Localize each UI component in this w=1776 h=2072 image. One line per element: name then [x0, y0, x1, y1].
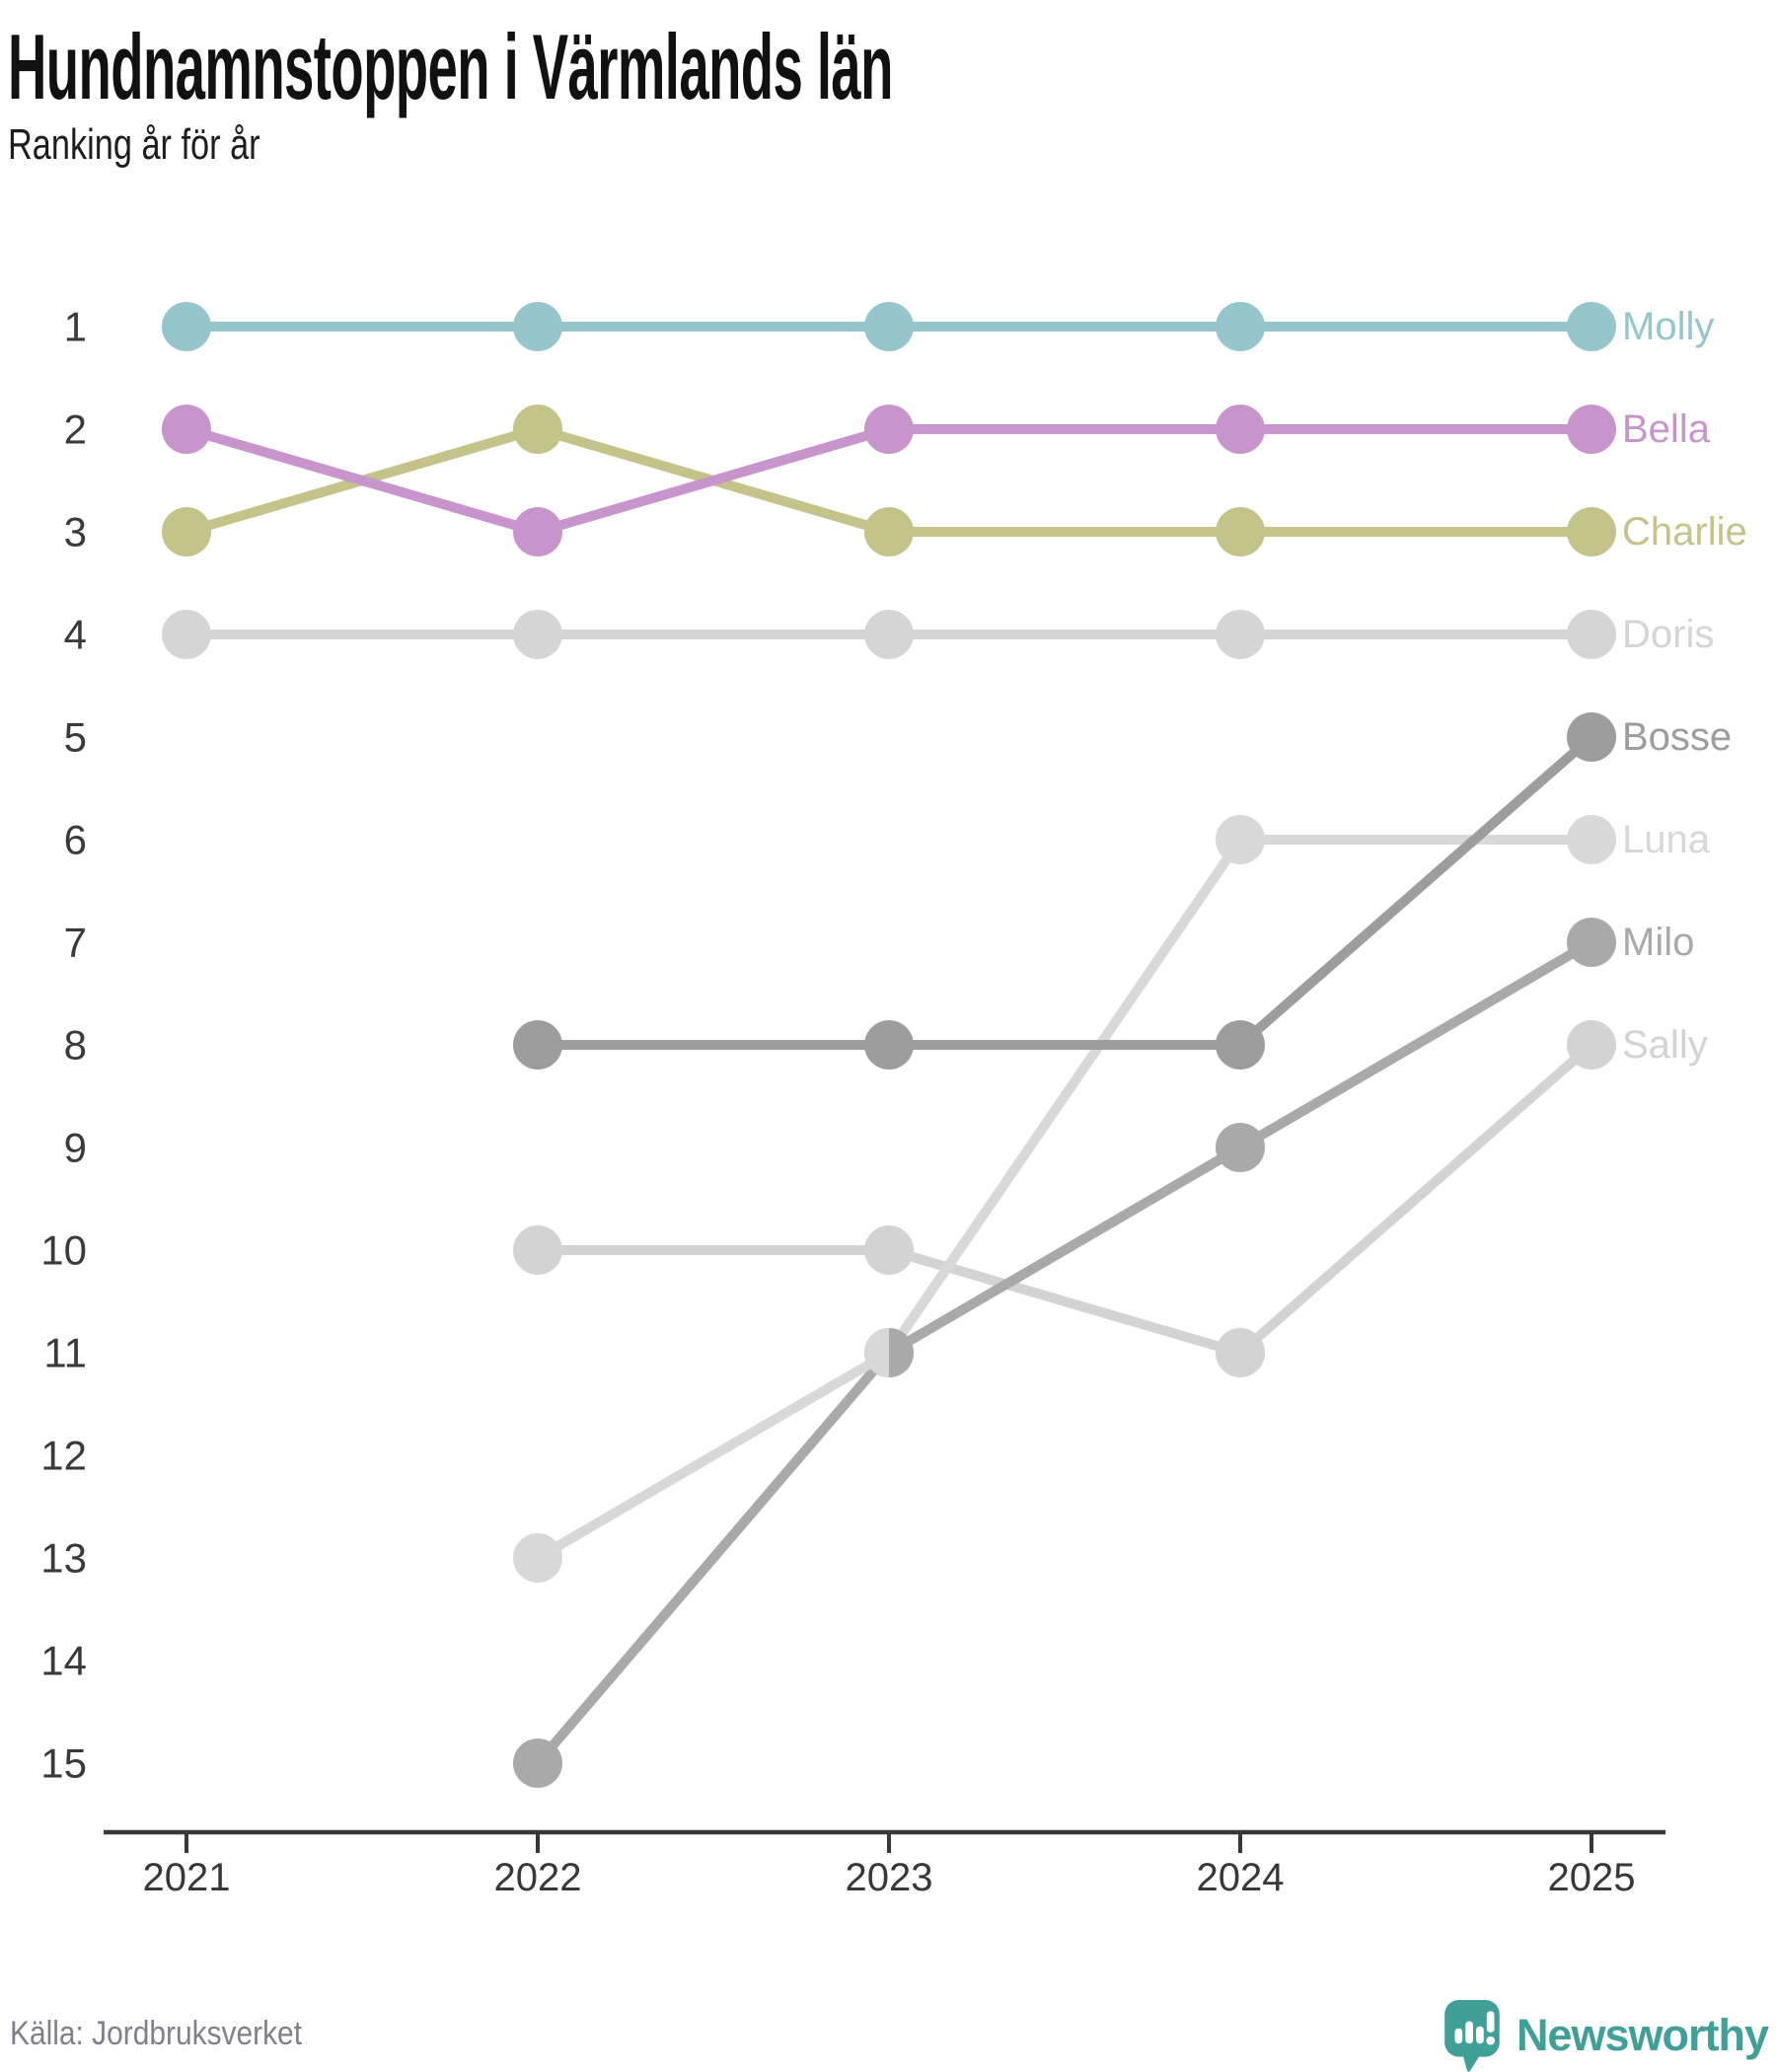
series-label-milo: Milo — [1622, 921, 1694, 964]
y-tick-label: 11 — [43, 1330, 87, 1376]
series-line-luna — [533, 835, 1596, 1563]
series-label-luna: Luna — [1622, 818, 1711, 861]
y-tick-label: 5 — [64, 714, 87, 761]
series-dot-molly — [1567, 302, 1616, 351]
series-dot-luna — [1216, 815, 1265, 864]
y-tick-label: 8 — [64, 1022, 87, 1069]
series-label-charlie: Charlie — [1622, 510, 1747, 554]
series-dot-doris — [1567, 610, 1616, 659]
series-dot-bosse — [1567, 712, 1616, 762]
series-line-sally — [533, 1040, 1596, 1359]
overlap-half-dot — [889, 1328, 914, 1377]
page-subtitle: Ranking år för år — [8, 120, 260, 169]
y-tick-label: 9 — [64, 1125, 87, 1171]
series-dot-bella — [1567, 405, 1616, 454]
series-dot-bosse — [513, 1020, 562, 1070]
series-dot-sally — [1567, 1020, 1616, 1070]
series-dot-charlie — [162, 507, 211, 556]
logo-exclamation-dot — [1486, 2035, 1495, 2045]
series-dot-bella — [162, 405, 211, 454]
y-tick-label: 14 — [40, 1638, 87, 1684]
logo-bar — [1475, 2026, 1484, 2044]
x-tick-label: 2024 — [1197, 1856, 1285, 1899]
logo-exclamation-bar — [1486, 2011, 1495, 2033]
x-tick-label: 2021 — [143, 1856, 231, 1899]
y-tick-label: 12 — [40, 1433, 87, 1479]
series-label-bosse: Bosse — [1622, 715, 1732, 759]
series-dot-sally — [513, 1225, 562, 1275]
series-dot-milo — [1567, 918, 1616, 967]
brand-name: Newsworthy — [1516, 2010, 1769, 2060]
series-dot-molly — [1216, 302, 1265, 351]
page-title: Hundnamnstoppen i Värmlands län — [8, 15, 893, 118]
series-dot-doris — [864, 610, 914, 659]
series-dot-charlie — [513, 405, 562, 454]
y-tick-label: 6 — [64, 817, 87, 863]
y-tick-label: 2 — [64, 407, 87, 453]
series-dot-charlie — [864, 507, 914, 556]
y-tick-label: 10 — [40, 1227, 87, 1274]
newsworthy-logo-icon — [1444, 2000, 1500, 2072]
series-label-molly: Molly — [1622, 305, 1714, 348]
series-dot-charlie — [1567, 507, 1616, 556]
series-dot-luna — [1567, 815, 1616, 864]
series-dot-milo — [1216, 1123, 1265, 1172]
logo-bar — [1465, 2021, 1473, 2044]
logo-bar — [1454, 2028, 1463, 2044]
series-dot-bella — [1216, 405, 1265, 454]
y-tick-label: 7 — [64, 920, 87, 966]
series-dot-doris — [513, 610, 562, 659]
series-dot-doris — [1216, 610, 1265, 659]
series-dot-bosse — [1216, 1020, 1265, 1070]
logo-bubble-tail — [1461, 2051, 1483, 2072]
series-label-doris: Doris — [1622, 613, 1714, 656]
series-dot-sally — [1216, 1328, 1265, 1377]
series-dot-bella — [513, 507, 562, 556]
series-label-sally: Sally — [1622, 1023, 1708, 1067]
series-dot-bosse — [864, 1020, 914, 1070]
series-dot-doris — [162, 610, 211, 659]
series-label-bella: Bella — [1622, 407, 1711, 451]
x-tick-label: 2022 — [494, 1856, 582, 1899]
series-dot-luna — [513, 1533, 562, 1583]
source-note: Källa: Jordbruksverket — [10, 2015, 303, 2052]
y-tick-label: 15 — [40, 1740, 87, 1787]
series-dot-milo — [513, 1739, 562, 1788]
x-tick-label: 2023 — [846, 1856, 933, 1899]
series-dot-molly — [864, 302, 914, 351]
x-tick-label: 2025 — [1548, 1856, 1636, 1899]
series-dot-bella — [864, 405, 914, 454]
series-line-milo — [533, 937, 1596, 1768]
y-tick-label: 3 — [64, 509, 87, 555]
series-dot-charlie — [1216, 507, 1265, 556]
series-dot-molly — [513, 302, 562, 351]
series-dot-molly — [162, 302, 211, 351]
y-tick-label: 1 — [64, 304, 87, 350]
series-line-bosse — [533, 732, 1596, 1050]
newsworthy-brand: Newsworthy — [1443, 1999, 1769, 2072]
y-tick-label: 4 — [64, 612, 87, 658]
series-dot-sally — [864, 1225, 914, 1275]
y-tick-label: 13 — [40, 1535, 87, 1582]
